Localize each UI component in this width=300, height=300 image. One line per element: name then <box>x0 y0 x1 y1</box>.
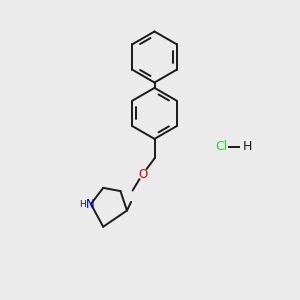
Text: O: O <box>139 167 148 181</box>
Text: H: H <box>242 140 252 154</box>
Text: N: N <box>86 198 95 211</box>
Text: Cl: Cl <box>216 140 228 154</box>
Text: H: H <box>79 200 86 208</box>
